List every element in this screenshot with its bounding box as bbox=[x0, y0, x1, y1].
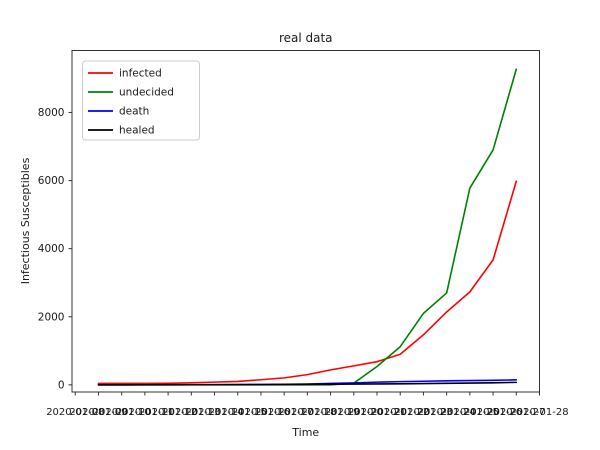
y-tick-label: 0 bbox=[58, 379, 65, 391]
series-line-infected bbox=[97, 180, 518, 385]
x-tick-label: 2020-01-24 bbox=[418, 407, 476, 418]
chart-title: real data bbox=[279, 31, 333, 45]
x-tick-label: 2020-01-08 bbox=[46, 407, 104, 418]
x-tick-label: 2020-01-17 bbox=[255, 407, 313, 418]
y-axis-label: Infectious Susceptibles bbox=[19, 157, 32, 284]
legend-label: healed bbox=[119, 125, 155, 137]
x-tick-label: 2020-01-16 bbox=[232, 407, 290, 418]
y-tick-label: 4000 bbox=[38, 243, 65, 255]
x-tick-label: 2020-01-14 bbox=[185, 407, 243, 418]
x-tick-label: 2020-01-25 bbox=[441, 407, 499, 418]
x-tick-label: 2020-01-09 bbox=[69, 407, 127, 418]
x-tick-label: 2020-01-20 bbox=[325, 407, 383, 418]
legend: infected undecided death healed bbox=[82, 60, 200, 141]
x-tick-label: 2020-01-19 bbox=[302, 407, 360, 418]
x-tick-label: 2020-01-18 bbox=[278, 407, 336, 418]
x-tick-label: 2020-01-11 bbox=[116, 407, 174, 418]
x-tick-label: 2020-01-23 bbox=[394, 407, 452, 418]
x-tick-label: 2020-01-27 bbox=[487, 407, 545, 418]
legend-label: death bbox=[119, 106, 149, 118]
legend-label: infected bbox=[119, 68, 162, 80]
x-axis-label: Time bbox=[291, 426, 319, 439]
y-tick-label: 8000 bbox=[38, 107, 65, 119]
x-tick-label: 2020-01-26 bbox=[464, 407, 522, 418]
x-tick-label: 2020-01-21 bbox=[348, 407, 406, 418]
y-tick-label: 2000 bbox=[38, 311, 65, 323]
series-line-healed bbox=[97, 381, 518, 386]
x-tick-label: 2020-01-12 bbox=[139, 407, 197, 418]
x-tick-label: 2020-01-10 bbox=[93, 407, 151, 418]
legend-label: undecided bbox=[119, 87, 174, 99]
legend-box bbox=[82, 60, 200, 141]
x-tick-label: 2020-01-22 bbox=[371, 407, 429, 418]
x-tick-label: 2020-01-15 bbox=[209, 407, 267, 418]
x-tick-label: 2020-01-28 bbox=[510, 407, 568, 418]
x-tick-label: 2020-01-13 bbox=[162, 407, 220, 418]
y-tick-label: 6000 bbox=[38, 175, 65, 187]
plot-border bbox=[71, 50, 540, 393]
